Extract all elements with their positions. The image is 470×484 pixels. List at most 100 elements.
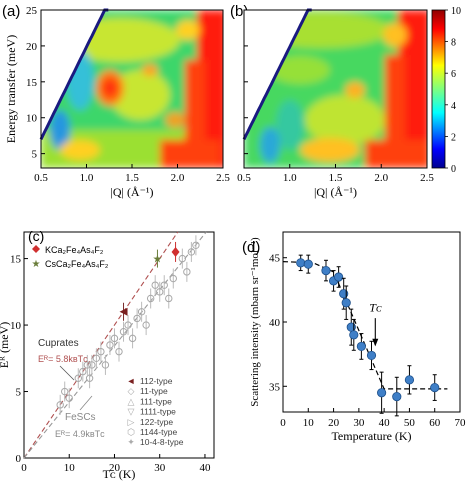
y-tick-label: 5 (16, 387, 22, 399)
colorbar-tick-label: 2 (451, 132, 456, 143)
panel-d: (d) 0 10 20 30 40 50 60 70 35 40 45 Temperature (K)… (242, 231, 466, 443)
legend-label: KCa₂Fe₄As₄F₂ (45, 245, 104, 255)
kinematic-edge-b (242, 8, 312, 140)
legend-type-label: 122-type (140, 417, 173, 427)
x-tick-label: 0 (280, 417, 286, 429)
data-point (160, 281, 168, 289)
data-point (83, 361, 92, 369)
y-axis-label: Energy transfer (meV) (4, 35, 18, 143)
data-point (85, 374, 94, 382)
y-tick-label: 35 (269, 381, 281, 393)
fescs-arrow (79, 395, 93, 411)
data-point (377, 388, 387, 398)
data-point (169, 274, 177, 283)
y-tick-label: 0 (16, 453, 22, 465)
legend-type-marker: ▷ (128, 417, 135, 427)
plot-c: ★ (23, 231, 207, 459)
x-tick-label: 0 (21, 462, 27, 474)
x-tick-label: 50 (404, 417, 416, 429)
kinematic-edge-a (39, 8, 109, 140)
data-point (178, 254, 187, 263)
x-axis-label: Temperature (K) (331, 429, 411, 443)
panel-d-label: (d) (242, 239, 260, 256)
x-tick-label: 70 (455, 417, 467, 429)
data-point (128, 334, 137, 343)
y-tick-label: 40 (269, 317, 281, 329)
data-point (356, 341, 366, 352)
x-tick-label: 2.0 (171, 172, 185, 184)
axes-a: 0.5 1.0 1.5 2.0 2.5 |Q| (Å⁻¹) 5 10 15 20 25 Energy … (4, 5, 230, 199)
colorbar-tick-label: 0 (451, 164, 456, 175)
data-point (151, 281, 159, 289)
x-tick-label: 1.0 (80, 172, 94, 184)
data-point (106, 341, 114, 349)
data-point (61, 387, 69, 396)
legend-type-marker: ◇ (128, 386, 135, 396)
data-point (74, 374, 82, 382)
colorbar-ticks: 0 2 4 6 8 10 (445, 6, 461, 175)
y-tick-label: 10 (26, 113, 38, 125)
data-point (404, 375, 415, 385)
data-point (296, 258, 306, 268)
data-point (110, 334, 119, 343)
data-point (192, 241, 200, 249)
legend-type-marker: ◄ (127, 376, 136, 386)
x-tick-label: 0.5 (237, 172, 251, 184)
legend-type-label: 112-type (140, 376, 173, 386)
x-axis-label: |Q| (Å⁻¹) (110, 185, 153, 199)
data-point (124, 321, 132, 329)
data-point (366, 350, 377, 361)
axes-d: 0 10 20 30 40 50 60 70 35 40 45 Temperature (K) Scat… (249, 237, 466, 443)
legend-type-marker: ▽ (128, 407, 135, 417)
legend-label: CsCa₂Fe₄As₄F₂ (45, 259, 109, 269)
data-point (115, 347, 123, 356)
y-tick-label: 10 (10, 320, 22, 332)
x-tick-label: 1.5 (125, 172, 139, 184)
colorbar (431, 9, 446, 169)
x-tick-label: 2.5 (420, 172, 434, 184)
y-tick-label: 20 (26, 41, 38, 53)
fescs-label: FeSCs (65, 412, 96, 423)
data-point (165, 294, 173, 303)
legend-type-label: 1144-type (140, 427, 177, 437)
data-point (97, 347, 105, 356)
legend-type-label: 11-type (140, 386, 168, 396)
x-tick-label: 2.5 (216, 172, 230, 184)
x-tick-label: 40 (199, 462, 211, 474)
fescs-formula: Eᴿ= 4.9kʙTᴄ (55, 429, 105, 439)
cuprates-arrow (59, 365, 75, 381)
y-axis-label: Scattering intensity (mbarn sr⁻¹mol⁻¹) (249, 237, 261, 407)
legend-type-marker: ✦ (127, 437, 135, 447)
data-point-112 (119, 307, 128, 316)
data-point (183, 268, 191, 276)
data-point (142, 321, 150, 329)
y-tick-label: 25 (26, 5, 38, 17)
panel-a: (a) 0.5 1.0 1.5 2.0 2.5 |Q| (Å⁻¹) 5 10 15 20 25 Ene… (2, 3, 230, 199)
colorbar-tick-label: 4 (451, 101, 456, 112)
x-tick-label: 20 (328, 417, 340, 429)
kinematic-limit-a (41, 10, 109, 140)
data-point (430, 382, 440, 393)
legend-type-label: 10-4-8-type (140, 437, 184, 447)
data-point (137, 308, 146, 316)
data-point (88, 361, 96, 369)
colorbar-tick-label: 6 (451, 69, 456, 80)
data-point-csca2: ★ (153, 254, 163, 266)
data-point (321, 265, 331, 276)
data-point (65, 394, 73, 402)
data-point (56, 401, 64, 409)
data-point (341, 298, 351, 308)
y-tick-label: 15 (10, 254, 22, 266)
x-tick-label: 30 (154, 462, 166, 474)
fescs-line (23, 231, 207, 459)
x-tick-label: 20 (109, 462, 121, 474)
data-point (92, 354, 101, 362)
legend-type-marker: ⬡ (127, 427, 135, 437)
legend-type-label: 1111-type (140, 407, 176, 417)
data-point (303, 259, 313, 269)
data-point (349, 330, 359, 340)
data-point (101, 361, 110, 369)
x-tick-label: 0.5 (34, 172, 48, 184)
